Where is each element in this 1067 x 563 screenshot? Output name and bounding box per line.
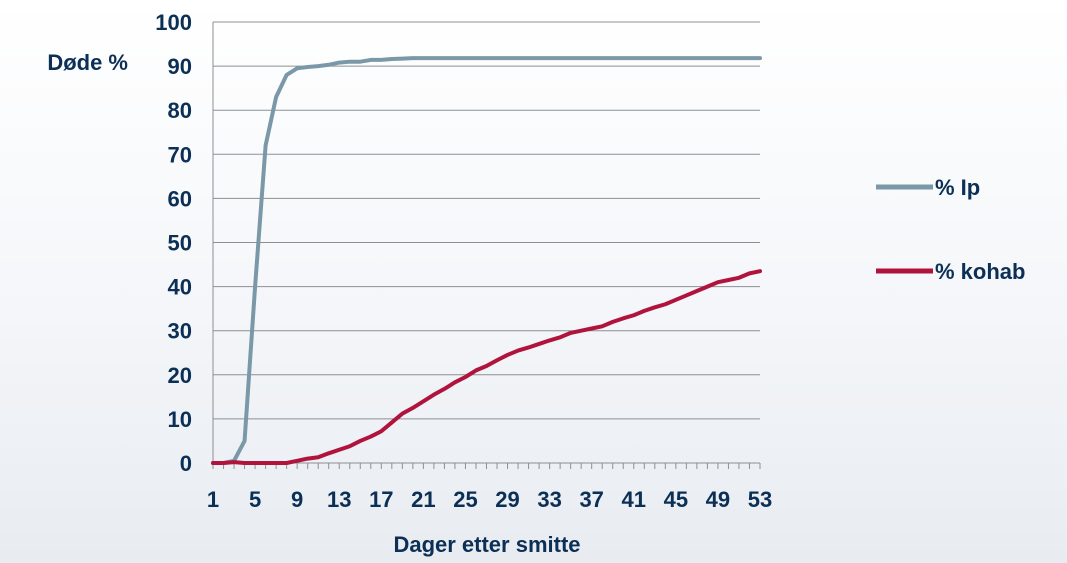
y-tick-label: 30 <box>168 319 192 344</box>
series-line <box>211 269 762 465</box>
gridlines <box>213 21 760 420</box>
axes <box>212 22 761 469</box>
x-tick-label: 29 <box>495 487 519 512</box>
y-tick-label: 0 <box>180 451 192 476</box>
x-tick-label: 49 <box>706 487 730 512</box>
y-tick-label: 50 <box>168 231 192 256</box>
x-tick-label: 13 <box>327 487 351 512</box>
x-tick-labels: 1 5 9 13 17 21 25 29 33 37 41 45 49 53 <box>207 487 772 512</box>
x-tick-label: 9 <box>291 487 303 512</box>
y-tick-label: 100 <box>155 10 192 35</box>
series-line <box>211 56 762 465</box>
x-tick-label: 41 <box>622 487 646 512</box>
x-tick-label: 21 <box>411 487 435 512</box>
x-axis-title: Dager etter smitte <box>393 532 580 557</box>
x-tick-label: 37 <box>579 487 603 512</box>
y-tick-label: 40 <box>168 275 192 300</box>
series-lines <box>211 56 762 465</box>
y-tick-label: 90 <box>168 54 192 79</box>
y-tick-labels: 0 10 20 30 40 50 60 70 80 90 100 <box>155 10 192 476</box>
legend-label: % Ip <box>935 175 980 200</box>
legend: % Ip % kohab <box>876 175 1025 284</box>
y-tick-label: 70 <box>168 142 192 167</box>
x-tick-label: 17 <box>369 487 393 512</box>
x-tick-label: 53 <box>748 487 772 512</box>
y-tick-label: 80 <box>168 98 192 123</box>
y-tick-label: 60 <box>168 186 192 211</box>
legend-label: % kohab <box>935 259 1025 284</box>
x-tick-label: 5 <box>249 487 261 512</box>
y-axis-title: Døde % <box>47 50 128 75</box>
x-tick-label: 45 <box>664 487 688 512</box>
x-tick-label: 33 <box>537 487 561 512</box>
y-tick-label: 20 <box>168 363 192 388</box>
y-tick-label: 10 <box>168 407 192 432</box>
x-tick-label: 1 <box>207 487 219 512</box>
x-tick-label: 25 <box>453 487 477 512</box>
